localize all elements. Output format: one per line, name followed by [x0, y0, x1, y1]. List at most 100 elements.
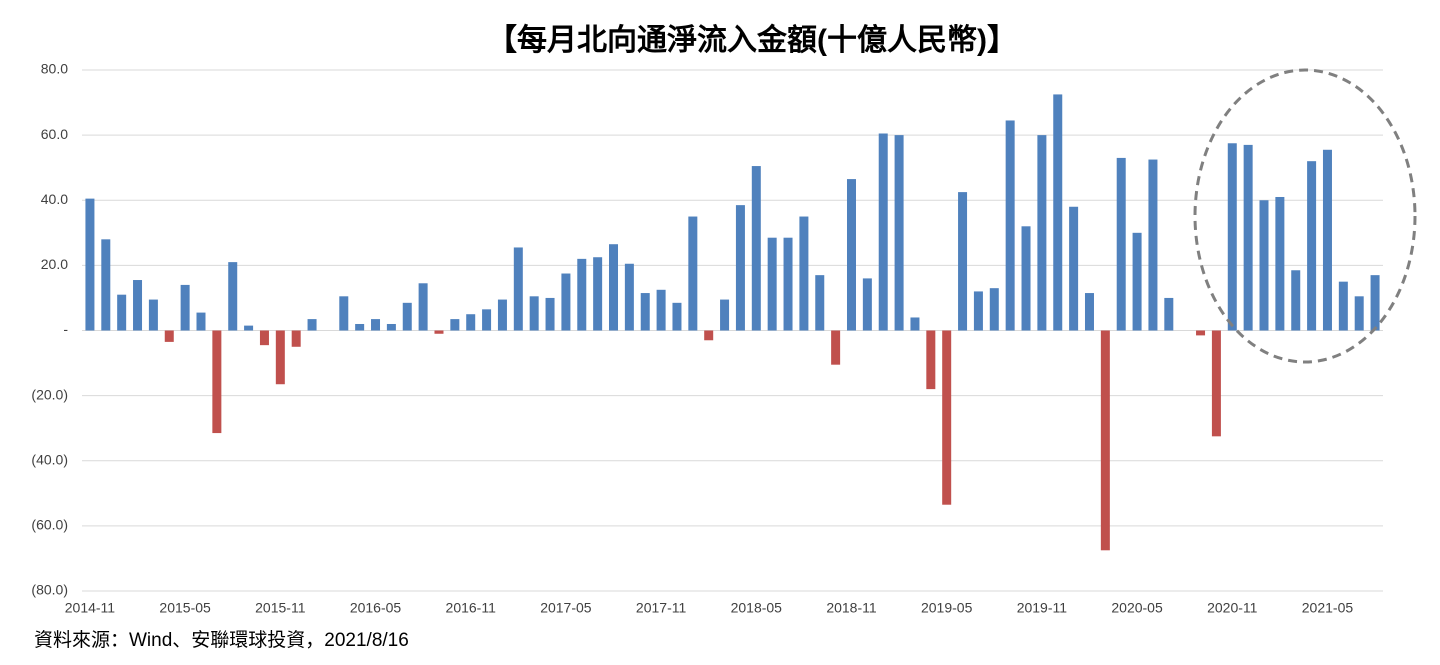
x-tick-label: 2019-05 — [921, 600, 973, 616]
bar — [180, 284, 190, 331]
x-tick-label: 2017-11 — [636, 600, 687, 616]
y-tick-label: 60.0 — [41, 126, 68, 142]
bar — [259, 330, 269, 346]
bar — [101, 239, 111, 331]
bar — [1227, 143, 1237, 331]
x-tick-label: 2016-05 — [350, 600, 402, 616]
x-tick-label: 2015-11 — [255, 600, 306, 616]
bar — [1196, 330, 1206, 336]
bar — [450, 319, 460, 331]
bar — [926, 330, 936, 390]
chart-title: 【每月北向通淨流入金額(十億人民幣)】 — [487, 23, 1017, 57]
bar — [1021, 226, 1031, 331]
bar — [434, 330, 444, 334]
bar — [133, 280, 143, 331]
bar — [529, 296, 539, 331]
bar — [862, 278, 872, 331]
bar — [1275, 196, 1285, 331]
bar — [878, 133, 888, 331]
bar — [609, 244, 619, 331]
bar — [1211, 330, 1221, 437]
bar — [1164, 297, 1174, 331]
bar — [1037, 135, 1047, 331]
bar — [275, 330, 285, 385]
bar — [466, 314, 476, 331]
bar — [1243, 144, 1253, 331]
bar — [1069, 206, 1079, 331]
bar — [751, 166, 761, 331]
bar — [1322, 149, 1332, 331]
bar — [371, 319, 381, 331]
bar — [656, 289, 666, 331]
bar — [117, 294, 127, 331]
bar — [355, 323, 365, 331]
bar — [973, 291, 983, 331]
bar — [593, 257, 603, 331]
x-tick-label: 2020-05 — [1111, 600, 1163, 616]
bar — [1307, 161, 1317, 331]
x-tick-label: 2014-11 — [65, 600, 116, 616]
bar — [1084, 293, 1094, 331]
bar — [942, 330, 952, 505]
bar — [894, 135, 904, 331]
bar — [244, 325, 254, 331]
bar — [577, 258, 587, 331]
bar — [164, 330, 174, 342]
y-tick-label: 80.0 — [41, 61, 68, 77]
x-tick-label: 2017-05 — [540, 600, 592, 616]
bar — [1148, 159, 1158, 331]
bar — [307, 319, 317, 331]
bar — [1338, 281, 1348, 331]
bar — [958, 192, 968, 331]
bar — [989, 288, 999, 331]
highlight-ellipse — [1193, 68, 1417, 364]
bar — [1132, 232, 1142, 331]
bar — [291, 330, 301, 347]
bar — [1116, 157, 1126, 331]
x-tick-label: 2018-05 — [731, 600, 783, 616]
bar — [1259, 200, 1269, 331]
y-tick-label: 40.0 — [41, 191, 68, 207]
bar — [735, 205, 745, 331]
y-tick-label: (80.0) — [31, 582, 68, 598]
bar — [386, 323, 396, 331]
x-tick-label: 2015-05 — [159, 600, 211, 616]
bar — [228, 262, 238, 331]
bar — [148, 299, 158, 331]
y-tick-label: 20.0 — [41, 256, 68, 272]
source-note: 資料來源：Wind、安聯環球投資，2021/8/16 — [34, 629, 409, 651]
bar — [704, 330, 714, 341]
bar — [196, 312, 206, 331]
bar — [846, 179, 856, 331]
bar — [513, 247, 523, 331]
bar — [767, 237, 777, 331]
bar — [815, 275, 825, 331]
bar — [1291, 270, 1301, 331]
bar — [561, 273, 571, 331]
bar — [482, 309, 492, 331]
bar — [720, 299, 730, 331]
x-tick-label: 2019-11 — [1017, 600, 1068, 616]
bar — [799, 216, 809, 331]
bar — [497, 299, 507, 331]
bar — [831, 330, 841, 365]
bar — [672, 302, 682, 331]
plot-area: (80.0) (60.0) (40.0) (20.0) - 20.0 40.0 60.0 80.… — [31, 61, 1383, 616]
y-tick-label: - — [63, 321, 68, 337]
bar — [1370, 275, 1380, 331]
bar — [418, 283, 428, 331]
bar — [688, 216, 698, 331]
bar — [1053, 94, 1063, 331]
bar — [1354, 296, 1364, 331]
y-tick-label: (60.0) — [31, 517, 68, 533]
bar — [1100, 330, 1110, 551]
y-tick-label: (40.0) — [31, 451, 68, 467]
bar — [910, 317, 920, 331]
bar — [783, 237, 793, 331]
bar — [545, 297, 555, 331]
x-tick-label: 2016-11 — [446, 600, 497, 616]
bar — [339, 296, 349, 331]
bar — [212, 330, 222, 434]
x-tick-label: 2020-11 — [1207, 600, 1258, 616]
